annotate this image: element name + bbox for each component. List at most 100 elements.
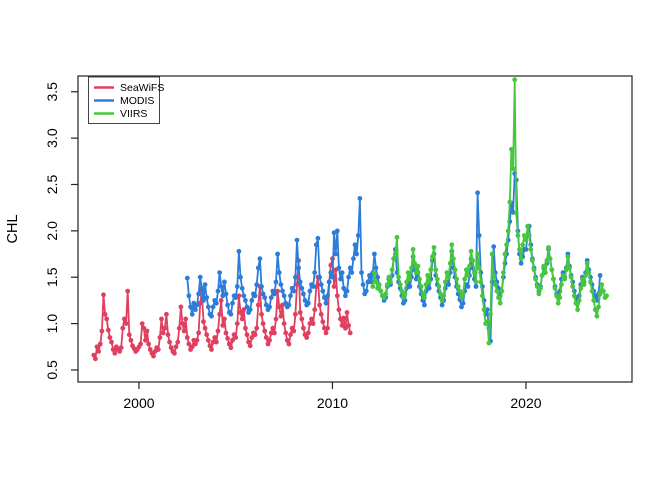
- data-point: [489, 251, 495, 257]
- data-point: [510, 166, 516, 172]
- data-point: [202, 282, 208, 287]
- data-point: [273, 316, 279, 322]
- data-point: [475, 190, 480, 196]
- data-point: [425, 273, 430, 278]
- data-point: [349, 270, 355, 275]
- data-point: [128, 337, 134, 343]
- data-point: [447, 260, 453, 266]
- data-point: [347, 330, 353, 336]
- data-point: [397, 282, 403, 287]
- data-point: [539, 273, 545, 278]
- data-point: [296, 265, 301, 271]
- data-point: [523, 237, 529, 243]
- data-point: [188, 304, 194, 310]
- data-point: [294, 282, 300, 287]
- data-point: [344, 288, 350, 294]
- data-point: [339, 270, 345, 275]
- data-point: [246, 339, 252, 345]
- data-point: [354, 251, 359, 257]
- data-point: [334, 293, 340, 299]
- data-point: [509, 146, 514, 152]
- data-point: [172, 350, 177, 356]
- data-point: [260, 291, 266, 297]
- data-point: [523, 247, 529, 252]
- data-point: [160, 330, 166, 336]
- data-point: [230, 300, 235, 306]
- data-point: [201, 319, 206, 325]
- data-point: [184, 335, 190, 340]
- data-point: [260, 321, 266, 326]
- data-point: [459, 304, 464, 310]
- data-point: [312, 307, 318, 313]
- data-point: [225, 336, 231, 341]
- data-point: [567, 265, 572, 271]
- data-point: [547, 256, 553, 262]
- data-point: [265, 341, 271, 347]
- data-point: [552, 285, 558, 291]
- data-point: [433, 267, 439, 273]
- data-point: [207, 343, 213, 349]
- data-point: [401, 295, 406, 300]
- data-point: [405, 270, 411, 275]
- data-point: [591, 298, 597, 303]
- data-point: [444, 270, 450, 275]
- data-point: [263, 335, 269, 340]
- data-point: [542, 270, 548, 275]
- data-point: [441, 293, 447, 299]
- data-point: [333, 251, 339, 257]
- data-point: [334, 228, 340, 234]
- data-point: [389, 267, 395, 273]
- data-point: [205, 337, 211, 343]
- data-point: [228, 311, 234, 317]
- data-point: [123, 321, 129, 326]
- data-point: [328, 270, 334, 275]
- data-point: [97, 341, 103, 347]
- data-point: [501, 270, 506, 275]
- data-point: [143, 337, 148, 343]
- data-point: [233, 335, 239, 340]
- data-point: [294, 237, 300, 243]
- data-point: [473, 284, 479, 289]
- data-point: [407, 276, 413, 282]
- data-point: [538, 285, 543, 291]
- plot-box: [77, 75, 633, 383]
- legend-label-modis: MODIS: [120, 95, 154, 107]
- data-point: [426, 279, 432, 285]
- data-point: [159, 316, 164, 322]
- data-point: [249, 298, 255, 303]
- data-point: [402, 291, 408, 297]
- data-point: [372, 270, 377, 275]
- data-point: [446, 274, 451, 280]
- data-point: [597, 273, 603, 278]
- data-point: [468, 248, 474, 254]
- data-point: [392, 251, 398, 257]
- data-point: [347, 265, 353, 271]
- data-point: [407, 284, 413, 289]
- data-point: [151, 353, 156, 359]
- data-point: [592, 307, 598, 313]
- data-point: [486, 340, 492, 346]
- data-point: [257, 256, 263, 262]
- data-point: [363, 288, 369, 294]
- data-point: [315, 235, 321, 241]
- data-point: [541, 263, 547, 269]
- data-point: [215, 328, 221, 334]
- data-point: [394, 234, 400, 240]
- data-point: [317, 274, 322, 280]
- data-point: [478, 279, 484, 285]
- data-point: [367, 273, 372, 278]
- data-point: [196, 330, 202, 336]
- data-point: [204, 332, 210, 338]
- data-point: [533, 276, 538, 282]
- data-point: [255, 302, 261, 308]
- data-point: [576, 298, 582, 303]
- data-point: [278, 313, 284, 319]
- data-point: [420, 291, 426, 297]
- data-point: [162, 325, 168, 331]
- data-point: [336, 307, 342, 313]
- data-point: [536, 291, 542, 297]
- data-point: [565, 254, 571, 260]
- data-point: [209, 313, 214, 319]
- data-point: [110, 347, 116, 352]
- data-point: [247, 307, 253, 313]
